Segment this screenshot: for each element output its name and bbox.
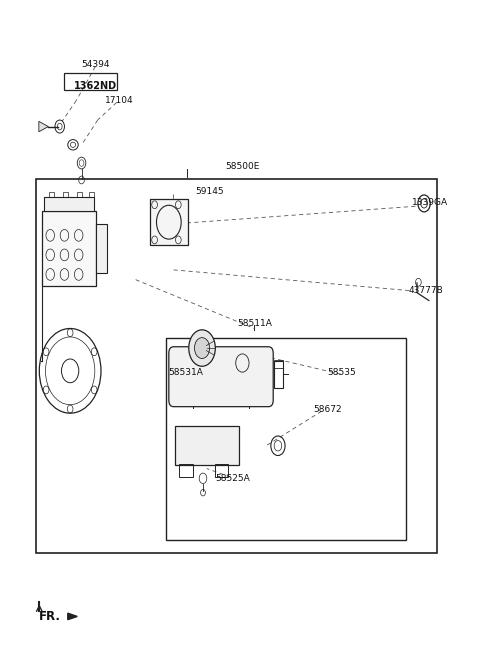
Polygon shape (68, 613, 77, 620)
Bar (49, 192, 54, 197)
Text: 54394: 54394 (81, 60, 109, 69)
Bar (36, 179, 437, 553)
Circle shape (189, 330, 216, 367)
Bar (274, 360, 283, 367)
Text: 58500E: 58500E (225, 162, 260, 171)
Text: 58535: 58535 (328, 369, 356, 377)
Polygon shape (39, 122, 48, 132)
Text: 59145: 59145 (195, 187, 224, 196)
Bar (175, 426, 239, 465)
Bar (150, 199, 188, 245)
Bar (179, 464, 192, 477)
Bar (215, 464, 228, 477)
Bar (42, 212, 96, 286)
FancyBboxPatch shape (169, 347, 273, 407)
Circle shape (194, 338, 210, 359)
Text: 58511A: 58511A (237, 319, 272, 328)
Bar (64, 73, 117, 90)
Text: 43777B: 43777B (408, 286, 444, 295)
Bar (63, 192, 68, 197)
Text: 58525A: 58525A (216, 474, 250, 483)
Bar (89, 192, 94, 197)
Bar (77, 192, 82, 197)
Bar (96, 224, 107, 273)
Bar (274, 361, 283, 388)
Text: 1339GA: 1339GA (412, 198, 448, 207)
Bar (44, 197, 94, 212)
Text: FR.: FR. (39, 610, 61, 623)
Bar (167, 338, 406, 540)
Text: 58672: 58672 (313, 405, 342, 415)
Text: 58531A: 58531A (168, 369, 203, 377)
Text: 17104: 17104 (105, 96, 133, 105)
Text: 1362ND: 1362ND (74, 81, 117, 91)
